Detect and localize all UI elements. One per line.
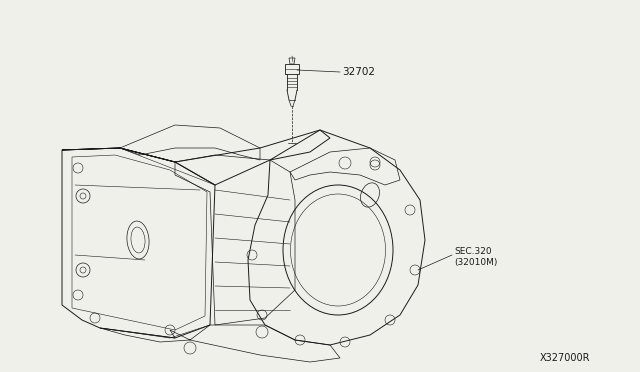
Text: (32010M): (32010M) xyxy=(454,259,497,267)
Text: 32702: 32702 xyxy=(342,67,375,77)
Text: X327000R: X327000R xyxy=(540,353,591,363)
Text: SEC.320: SEC.320 xyxy=(454,247,492,256)
